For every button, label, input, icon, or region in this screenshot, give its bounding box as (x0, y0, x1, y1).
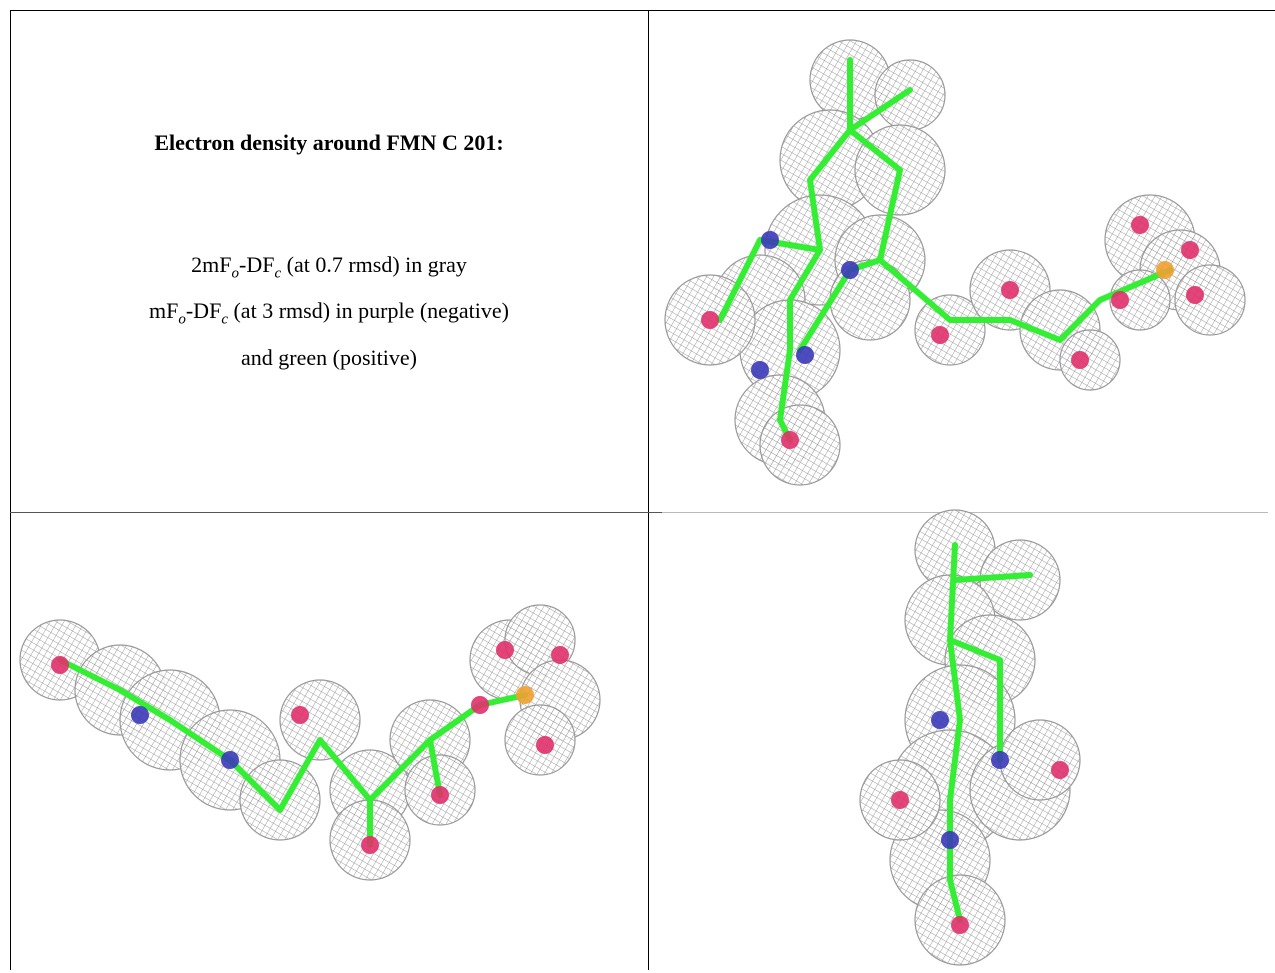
density-mesh (759, 404, 841, 486)
atom (1001, 281, 1019, 299)
density-view-top (664, 39, 1246, 486)
atom (891, 791, 909, 809)
atom (991, 751, 1009, 769)
atom (361, 836, 379, 854)
atom (841, 261, 859, 279)
atom (431, 786, 449, 804)
density-mesh (874, 59, 946, 131)
bond (367, 692, 528, 803)
legend-text: (at 0.7 rmsd) in gray (281, 252, 467, 277)
atom (951, 916, 969, 934)
density-mesh (1174, 264, 1246, 336)
bond (947, 637, 1003, 763)
legend-line: mFo-DFc (at 3 rmsd) in purple (negative) (10, 292, 648, 338)
atom (701, 311, 719, 329)
bond (847, 127, 1173, 343)
bond (947, 542, 963, 923)
density-mesh (1109, 269, 1171, 331)
atom (516, 686, 534, 704)
legend-line: and green (positive) (10, 339, 648, 376)
atom (1181, 241, 1199, 259)
atom (551, 646, 569, 664)
atom (931, 326, 949, 344)
density-mesh (239, 759, 321, 841)
atom (471, 696, 489, 714)
legend-subscript: c (274, 265, 282, 282)
atom (931, 711, 949, 729)
atom (291, 706, 309, 724)
density-mesh (914, 294, 986, 366)
atom (1156, 261, 1174, 279)
legend-text: mF (149, 298, 179, 324)
atom (1071, 351, 1089, 369)
density-mesh (999, 719, 1081, 801)
atom (221, 751, 239, 769)
density-mesh (279, 679, 361, 761)
bond (777, 57, 853, 443)
legend-line: 2mFo-DFc (at 0.7 rmsd) in gray (10, 246, 648, 292)
atom (1131, 216, 1149, 234)
atom (1186, 286, 1204, 304)
atom (51, 656, 69, 674)
legend: 2mFo-DFc (at 0.7 rmsd) in gray mFo-DFc (… (10, 246, 648, 376)
bond (277, 737, 373, 848)
atom (761, 231, 779, 249)
legend-text: -DF (185, 298, 222, 324)
atom (131, 706, 149, 724)
atom (781, 431, 799, 449)
figure-title: Electron density around FMN C 201: (154, 130, 504, 155)
density-view-end (859, 509, 1081, 966)
legend-subscript: o (178, 311, 186, 328)
atom (1051, 761, 1069, 779)
bond (717, 237, 823, 323)
legend-text: and green (positive) (241, 344, 417, 370)
atom (941, 831, 959, 849)
atom (796, 346, 814, 364)
bond (847, 87, 913, 133)
legend-text: 2mF (191, 252, 232, 277)
atom (496, 641, 514, 659)
legend-subscript: c (221, 311, 228, 328)
density-mesh (1059, 329, 1121, 391)
atom (751, 361, 769, 379)
bond (427, 737, 443, 798)
legend-text: -DF (239, 252, 275, 277)
bond (952, 572, 1033, 583)
bond (57, 657, 283, 813)
atom (536, 736, 554, 754)
density-view-side (19, 604, 601, 881)
legend-text: (at 3 rmsd) in purple (negative) (227, 298, 509, 324)
atom (1111, 291, 1129, 309)
legend-subscript: o (231, 265, 240, 282)
